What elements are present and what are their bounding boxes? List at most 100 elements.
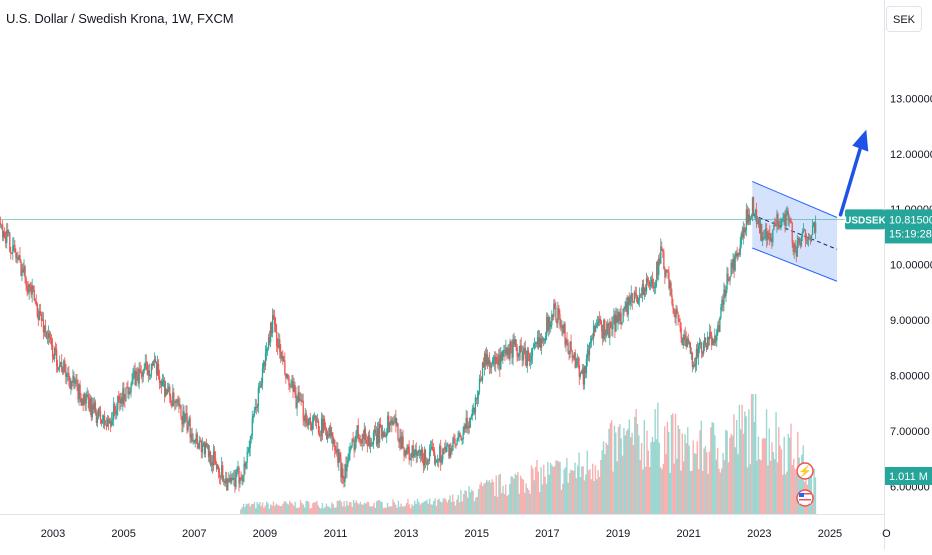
candle [787,210,789,221]
volume-bar [590,479,593,514]
candle [647,282,650,283]
volume-bar [783,436,785,514]
volume-bar [650,442,652,514]
candle [466,417,468,429]
volume-bar [252,504,254,514]
candle [798,237,801,244]
candle [148,370,151,377]
candle [765,228,767,238]
volume-bar [659,467,662,514]
volume-bar [507,494,510,514]
candle [708,336,710,340]
volume-bar [779,445,781,514]
candle [66,375,68,377]
candle [132,371,134,381]
candle [674,312,676,318]
candle [439,445,441,461]
candle [736,252,738,257]
volume-bar [563,469,565,514]
candle [716,330,718,341]
volume-bar [586,450,588,514]
candle [717,325,719,331]
candle [535,342,538,344]
candle [123,388,125,400]
y-tick-label: 8.00000 [890,370,930,382]
candle [460,435,462,441]
candle [365,439,368,444]
candle [422,459,425,466]
volume-bar [462,493,465,514]
candle [241,478,243,482]
candle [531,348,534,356]
candle [196,433,198,444]
volume-bar [301,503,303,514]
volume-bar [742,433,745,514]
volume-bar [246,504,249,514]
candle [408,446,410,460]
currency-scale-button[interactable]: SEK [886,6,922,32]
candle [509,341,511,359]
candle [265,349,268,353]
volume-bar [395,504,397,514]
volume-bar [420,503,423,514]
dividend-event-icon[interactable] [796,462,814,480]
x-tick-label: 2019 [606,528,630,540]
candle [47,333,50,338]
candle [788,219,790,221]
volume-bar [578,452,580,514]
candle [268,337,271,343]
candle [295,394,297,408]
volume-bar [465,490,468,514]
y-tick-label: 12.00000 [890,149,932,161]
volume-bar [684,434,686,514]
candle [261,368,264,384]
candle [635,293,638,296]
volume-bar [517,471,519,514]
volume-bar [505,484,507,514]
candle [287,374,289,377]
candle [147,370,150,375]
candle [126,387,128,389]
volume-bar [619,424,621,514]
candle [375,433,378,445]
candle [412,445,414,457]
candle [276,331,278,347]
volume-bar [241,507,243,514]
candle [600,319,602,325]
candle [407,446,409,447]
candle [266,348,269,350]
volume-bar [365,503,367,514]
candle [317,421,320,433]
us-flag-event-icon[interactable] [796,489,814,507]
volume-bar [773,459,776,514]
candle [619,312,621,321]
candle [680,327,682,339]
candle [183,411,185,423]
volume-bar [655,439,658,514]
volume-bar [412,505,415,514]
candle [114,404,116,413]
volume-bar [639,459,641,514]
candle [588,342,591,356]
volume-bar [647,450,650,514]
candle [205,443,208,448]
volume-bar [594,465,597,514]
candle [231,477,233,480]
candle [563,323,565,334]
candle [815,222,817,233]
volume-bar [593,480,595,514]
candle [452,438,454,450]
candle [193,439,195,442]
candle [97,408,100,418]
candle [84,393,86,404]
candle [50,340,53,345]
candle [753,213,756,215]
volume-bar [696,441,698,514]
candle [602,330,604,339]
volume-bar [654,409,656,514]
candle [31,285,33,295]
candle [300,399,302,402]
candle [667,271,669,273]
